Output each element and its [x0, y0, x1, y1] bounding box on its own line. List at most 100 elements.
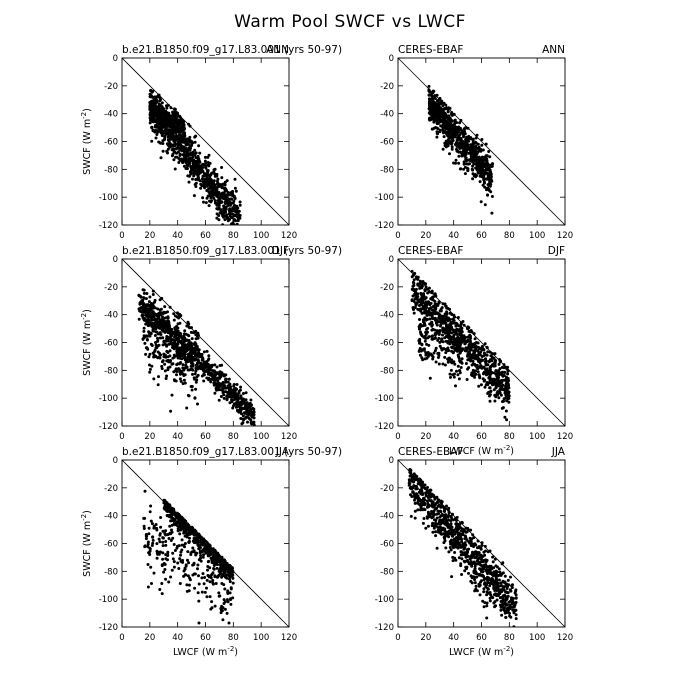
data-point: [177, 520, 181, 524]
point-cloud: [148, 88, 242, 228]
data-point: [196, 537, 199, 541]
scatter-panel-5: 0 20 40 60 80 100 1200-20-40-60-80-100-120b.e2…: [80, 446, 342, 658]
y-tick-label: -120: [375, 221, 394, 231]
data-point: [203, 159, 207, 163]
data-point: [431, 97, 435, 101]
data-point: [455, 322, 459, 326]
data-point: [445, 310, 449, 314]
data-point: [479, 174, 483, 178]
data-point: [479, 383, 483, 387]
data-point: [428, 376, 432, 380]
data-point: [151, 289, 155, 293]
data-point: [159, 156, 163, 160]
data-point: [425, 287, 429, 291]
data-point: [440, 99, 444, 103]
data-point: [487, 150, 491, 153]
data-point: [458, 360, 462, 364]
data-point: [178, 372, 182, 376]
data-point: [224, 377, 228, 381]
data-point: [501, 383, 505, 387]
data-point: [419, 291, 423, 295]
data-point: [488, 365, 492, 369]
data-point: [149, 89, 153, 93]
data-point: [163, 362, 167, 366]
data-point: [456, 136, 460, 139]
data-point: [197, 144, 201, 148]
data-point: [454, 384, 457, 388]
data-point: [190, 337, 194, 341]
data-point: [199, 361, 203, 365]
data-point: [192, 174, 196, 178]
data-point: [158, 298, 162, 302]
data-point: [476, 367, 480, 371]
data-point: [156, 130, 160, 134]
data-point: [220, 388, 224, 392]
data-point: [204, 201, 208, 205]
data-point: [175, 349, 179, 353]
data-point: [194, 185, 198, 188]
data-point: [202, 350, 206, 354]
data-point: [506, 369, 510, 373]
data-point: [442, 135, 446, 139]
data-point: [161, 112, 165, 116]
data-point: [445, 312, 449, 316]
data-point: [147, 332, 151, 336]
y-tick-label: -40: [380, 311, 394, 321]
data-point: [224, 210, 228, 214]
data-point: [155, 330, 159, 334]
data-point: [201, 368, 205, 372]
x-tick-label: 20: [144, 231, 155, 241]
data-point: [428, 322, 432, 326]
data-point: [234, 214, 238, 218]
data-point: [237, 225, 240, 228]
data-point: [442, 122, 446, 126]
data-point: [190, 355, 194, 359]
data-point: [166, 321, 170, 325]
data-point: [439, 110, 442, 114]
data-point: [161, 149, 165, 153]
y-tick-label: -120: [375, 422, 394, 432]
data-point: [181, 132, 185, 136]
data-point: [477, 155, 481, 159]
data-point: [439, 124, 443, 128]
data-point: [459, 343, 462, 347]
data-point: [426, 354, 430, 358]
data-point: [231, 406, 235, 410]
data-point: [148, 121, 152, 125]
data-point: [448, 141, 452, 145]
data-point: [447, 106, 451, 110]
data-point: [163, 339, 167, 343]
data-point: [453, 143, 457, 146]
data-point: [482, 365, 486, 369]
data-point: [435, 122, 439, 126]
data-point: [498, 381, 502, 385]
data-point: [411, 280, 415, 284]
data-point: [456, 364, 460, 368]
data-point: [439, 113, 443, 117]
data-point: [215, 207, 219, 211]
data-point: [483, 342, 487, 346]
data-point: [438, 329, 442, 333]
data-point: [195, 375, 199, 379]
data-point: [154, 354, 158, 358]
data-point: [437, 332, 441, 336]
data-point: [161, 121, 165, 125]
data-point: [173, 109, 177, 113]
data-point: [231, 581, 235, 585]
data-point: [496, 391, 500, 395]
data-point: [484, 362, 488, 366]
data-point: [480, 355, 484, 358]
data-point: [164, 311, 168, 315]
y-tick-label: 0: [113, 255, 118, 265]
data-point: [177, 161, 181, 164]
data-point: [474, 344, 478, 348]
data-point: [424, 310, 428, 314]
point-cloud: [427, 84, 494, 215]
data-point: [469, 147, 473, 151]
data-point: [412, 283, 416, 287]
data-point: [249, 418, 253, 422]
panel-left-title: b.e21.B1850.f09_g17.L83.001 (yrs 50-97): [122, 44, 342, 56]
data-point: [175, 123, 179, 127]
data-point: [505, 394, 509, 398]
data-point: [418, 353, 422, 357]
